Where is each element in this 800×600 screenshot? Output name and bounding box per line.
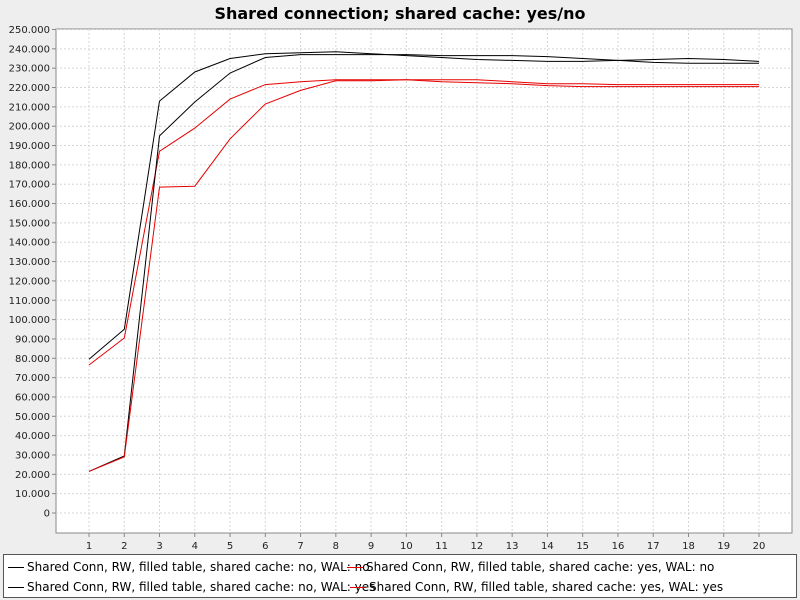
y-tick-label: 50.000 (15, 412, 50, 423)
grid (56, 29, 792, 533)
y-tick-label: 180.000 (9, 160, 50, 171)
x-tick-label: 1 (86, 541, 92, 552)
chart-title: Shared connection; shared cache: yes/no (214, 4, 586, 23)
x-tick-label: 14 (541, 541, 554, 552)
y-tick-label: 90.000 (15, 334, 50, 345)
x-tick-label: 3 (156, 541, 162, 552)
y-tick-label: 20.000 (15, 470, 50, 481)
legend-swatch-series-1 (8, 566, 24, 568)
x-tick-label: 6 (262, 541, 268, 552)
legend-item-series-3: Shared Conn, RW, filled table, shared ca… (8, 577, 375, 597)
x-tick-label: 19 (717, 541, 730, 552)
x-tick-label: 4 (192, 541, 198, 552)
series-line-1 (88, 51, 760, 360)
y-tick-label: 170.000 (9, 180, 50, 191)
x-tick-label: 2 (121, 541, 127, 552)
legend-swatch-series-4 (350, 586, 366, 588)
x-tick-label: 10 (400, 541, 413, 552)
legend-item-series-4: Shared Conn, RW, filled table, shared ca… (350, 577, 723, 597)
y-tick-label: 30.000 (15, 450, 50, 461)
legend-swatch-series-3 (8, 586, 24, 588)
series-line-2 (88, 79, 759, 366)
y-tick-label: 110.000 (9, 296, 50, 307)
legend: Shared Conn, RW, filled table, shared ca… (3, 554, 797, 598)
y-tick-label: 220.000 (9, 83, 50, 94)
legend-item-series-1: Shared Conn, RW, filled table, shared ca… (8, 557, 370, 577)
y-tick-label: 150.000 (9, 218, 50, 229)
y-tick-label: 130.000 (9, 257, 50, 268)
y-tick-label: 10.000 (15, 489, 50, 500)
y-tick-label: 0 (44, 509, 50, 520)
y-tick-label: 80.000 (15, 354, 50, 365)
y-tick-label: 210.000 (9, 102, 50, 113)
legend-label-series-4: Shared Conn, RW, filled table, shared ca… (369, 580, 724, 594)
y-tick-label: 240.000 (9, 44, 50, 55)
x-tick-label: 17 (647, 541, 660, 552)
y-tick-label: 250.000 (9, 25, 50, 36)
x-tick-label: 16 (612, 541, 625, 552)
legend-label-series-3: Shared Conn, RW, filled table, shared ca… (27, 580, 376, 594)
axis-ticks: 0 10.000 20.000 30.000 40.000 50.000 60.000 70.… (9, 25, 766, 552)
y-tick-label: 40.000 (15, 431, 50, 442)
x-tick-label: 18 (682, 541, 695, 552)
y-tick-label: 140.000 (9, 238, 50, 249)
x-tick-label: 12 (471, 541, 484, 552)
legend-swatch-series-2 (347, 566, 363, 568)
series-line-4 (88, 79, 759, 472)
y-tick-label: 230.000 (9, 64, 50, 75)
y-tick-label: 70.000 (15, 373, 50, 384)
x-tick-label: 9 (368, 541, 374, 552)
series-lines (88, 51, 760, 472)
y-tick-label: 160.000 (9, 199, 50, 210)
x-tick-label: 11 (435, 541, 448, 552)
x-tick-label: 5 (227, 541, 233, 552)
x-tick-label: 20 (753, 541, 766, 552)
x-tick-label: 13 (506, 541, 519, 552)
y-tick-label: 60.000 (15, 392, 50, 403)
x-tick-label: 15 (576, 541, 589, 552)
y-tick-label: 200.000 (9, 122, 50, 133)
series-line-3 (88, 54, 759, 472)
legend-label-series-1: Shared Conn, RW, filled table, shared ca… (27, 560, 370, 574)
legend-label-series-2: Shared Conn, RW, filled table, shared ca… (366, 560, 715, 574)
x-tick-label: 8 (333, 541, 339, 552)
legend-item-series-2: Shared Conn, RW, filled table, shared ca… (347, 557, 714, 577)
y-tick-label: 120.000 (9, 276, 50, 287)
y-tick-label: 190.000 (9, 141, 50, 152)
x-tick-label: 7 (297, 541, 303, 552)
y-tick-label: 100.000 (9, 315, 50, 326)
